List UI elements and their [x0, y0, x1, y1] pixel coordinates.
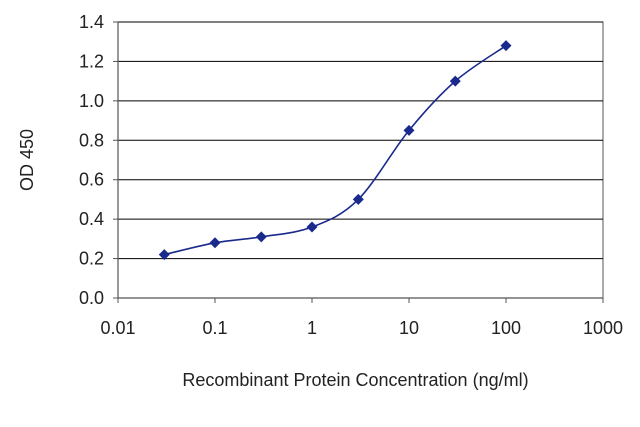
x-tick-label: 0.1: [202, 318, 227, 338]
x-tick-label: 0.01: [100, 318, 135, 338]
y-axis-title: OD 450: [17, 129, 37, 191]
data-point: [306, 221, 318, 233]
x-tick-label: 1: [307, 318, 317, 338]
plot-area: [117, 21, 604, 299]
data-series: [158, 40, 512, 261]
y-tick-label: 0.8: [79, 130, 104, 150]
axes: [113, 21, 604, 303]
data-point: [449, 75, 461, 87]
y-tick-label: 0.0: [79, 288, 104, 308]
data-point: [255, 231, 267, 243]
x-tick-label: 1000: [583, 318, 623, 338]
data-point: [352, 193, 364, 205]
y-tick-label: 1.4: [79, 12, 104, 32]
x-tick-label: 100: [491, 318, 521, 338]
grid-lines: [118, 21, 603, 260]
y-tick-label: 0.2: [79, 249, 104, 269]
data-point: [158, 249, 170, 261]
data-point: [209, 237, 221, 249]
series-line: [164, 45, 507, 256]
x-axis-title: Recombinant Protein Concentration (ng/ml…: [182, 370, 528, 390]
y-tick-label: 1.2: [79, 51, 104, 71]
y-tick-label: 1.0: [79, 91, 104, 111]
tick-labels: 0.01 0.1 1 10 100 1000 0.0 0.2 0.4 0.6 0.8 1.0 1.2 1.…: [79, 12, 623, 338]
y-tick-label: 0.6: [79, 170, 104, 190]
data-point: [500, 40, 512, 52]
data-point: [403, 124, 415, 136]
x-tick-label: 10: [399, 318, 419, 338]
y-tick-label: 0.4: [79, 209, 104, 229]
